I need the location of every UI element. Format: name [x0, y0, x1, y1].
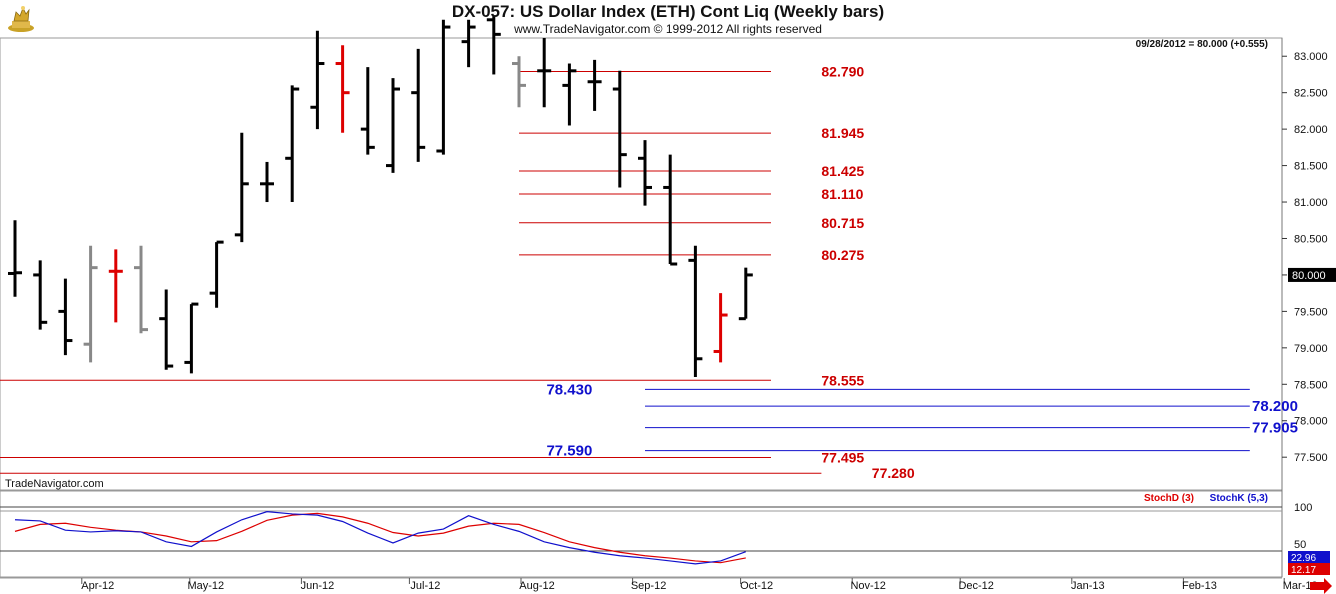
price-tick-label: 78.000: [1294, 416, 1328, 428]
level-label: 78.200: [1252, 398, 1298, 415]
price-tick-label: 79.000: [1294, 343, 1328, 355]
stochK-value-label: 22.96: [1291, 553, 1316, 564]
ohlc-bar: [612, 70, 627, 188]
ohlc-bar: [260, 161, 274, 203]
price-tick-label: 77.500: [1294, 452, 1328, 464]
level-label: 78.555: [821, 372, 864, 388]
level-label: 81.945: [821, 125, 864, 141]
ohlc-bar: [33, 260, 48, 330]
level-label: 80.715: [821, 215, 864, 231]
price-pane-frame: [0, 37, 1283, 491]
chart-title: DX-057: US Dollar Index (ETH) Cont Liq (…: [451, 2, 885, 21]
ohlc-bar: [411, 48, 426, 162]
ohlc-bar: [209, 240, 224, 308]
month-label: Jan-13: [1071, 580, 1105, 592]
ohlc-bar: [713, 293, 728, 363]
level-label: 77.905: [1252, 420, 1298, 437]
ohlc-bar: [512, 56, 526, 108]
stochD-value-label: 12.17: [1291, 565, 1316, 576]
price-tick-label: 81.000: [1294, 197, 1328, 209]
price-tick-label: 78.500: [1294, 379, 1328, 391]
level-label: 77.495: [821, 450, 864, 466]
ohlc-bar: [159, 289, 174, 370]
ohlc-bar: [360, 67, 375, 155]
ohlc-bar: [184, 302, 199, 374]
stoch-tick-label: 50: [1294, 539, 1306, 551]
stochK-value-box: [1288, 551, 1330, 563]
ohlc-bar: [234, 132, 249, 243]
month-label: Jul-12: [410, 580, 440, 592]
stochastic-pane-frame: [0, 490, 1283, 578]
ohlc-bar: [587, 59, 602, 111]
stochD-legend: StochD (3): [1144, 493, 1194, 504]
ohlc-bar: [8, 220, 22, 297]
ohlc-bar: [638, 140, 652, 206]
month-label: Sep-12: [631, 580, 666, 592]
month-label: Jun-12: [301, 580, 335, 592]
ohlc-bar: [83, 245, 98, 363]
copyright-subtitle: www.TradeNavigator.com © 1999-2012 All r…: [514, 22, 822, 36]
ohlc-bar: [108, 249, 123, 323]
level-label: 77.280: [872, 465, 915, 481]
stochK-legend: StochK (5,3): [1210, 493, 1268, 504]
price-tick-label: 82.500: [1294, 88, 1328, 100]
price-tick-label: 79.500: [1294, 306, 1328, 318]
month-label: Apr-12: [81, 580, 114, 592]
ohlc-bar: [738, 267, 753, 321]
month-label: Feb-13: [1182, 580, 1217, 592]
ohlc-bar: [436, 19, 451, 155]
level-lines: 82.790 81.945 81.425 81.110 80.715 80.275 78.5…: [0, 64, 1298, 481]
axes: 83.000 82.500 82.000 81.500 81.000 80.500 80.0…: [5, 39, 1336, 594]
ohlc-bar: [537, 38, 552, 108]
ohlc-bar: [386, 78, 400, 173]
gold-bull-logo-icon: [6, 2, 36, 34]
scroll-right-arrow-icon: [1310, 578, 1332, 594]
price-tick-label: 81.500: [1294, 161, 1328, 173]
price-tick-label: 83.000: [1294, 51, 1328, 63]
last-price-label: 80.000: [1292, 270, 1326, 282]
month-label: Mar-13: [1283, 580, 1318, 592]
price-tick-label: 80.500: [1294, 233, 1328, 245]
price-bars: [8, 16, 753, 377]
month-label: Dec-12: [958, 580, 993, 592]
ohlc-bar: [663, 154, 678, 266]
ohlc-bar: [134, 245, 148, 334]
level-label: 77.590: [546, 443, 592, 460]
ohlc-bar: [688, 245, 703, 377]
price-tick-label: 82.000: [1294, 124, 1328, 136]
level-label: 80.275: [821, 247, 864, 263]
level-label: 81.425: [821, 163, 864, 179]
ohlc-bar: [310, 30, 325, 130]
level-label: 82.790: [821, 64, 864, 80]
month-label: Oct-12: [740, 580, 773, 592]
watermark: TradeNavigator.com: [5, 478, 104, 490]
ohlc-bar: [285, 85, 300, 203]
ohlc-bar: [486, 16, 501, 75]
ohlc-bar: [335, 45, 350, 133]
stochK-line: [14, 511, 747, 565]
month-label: Aug-12: [519, 580, 554, 592]
stochD-value-box: [1288, 563, 1330, 575]
ohlc-bar: [562, 63, 577, 126]
stoch-tick-label: 100: [1294, 502, 1312, 514]
level-label: 78.430: [546, 381, 592, 398]
price-readout: 09/28/2012 = 80.000 (+0.555): [1136, 39, 1268, 50]
level-label: 81.110: [821, 186, 863, 202]
month-label: May-12: [187, 580, 224, 592]
ohlc-bar: [58, 278, 73, 356]
price-grid: [0, 37, 1283, 579]
last-price-box: [1288, 267, 1336, 282]
month-label: Nov-12: [850, 580, 885, 592]
ohlc-bar: [461, 19, 476, 68]
